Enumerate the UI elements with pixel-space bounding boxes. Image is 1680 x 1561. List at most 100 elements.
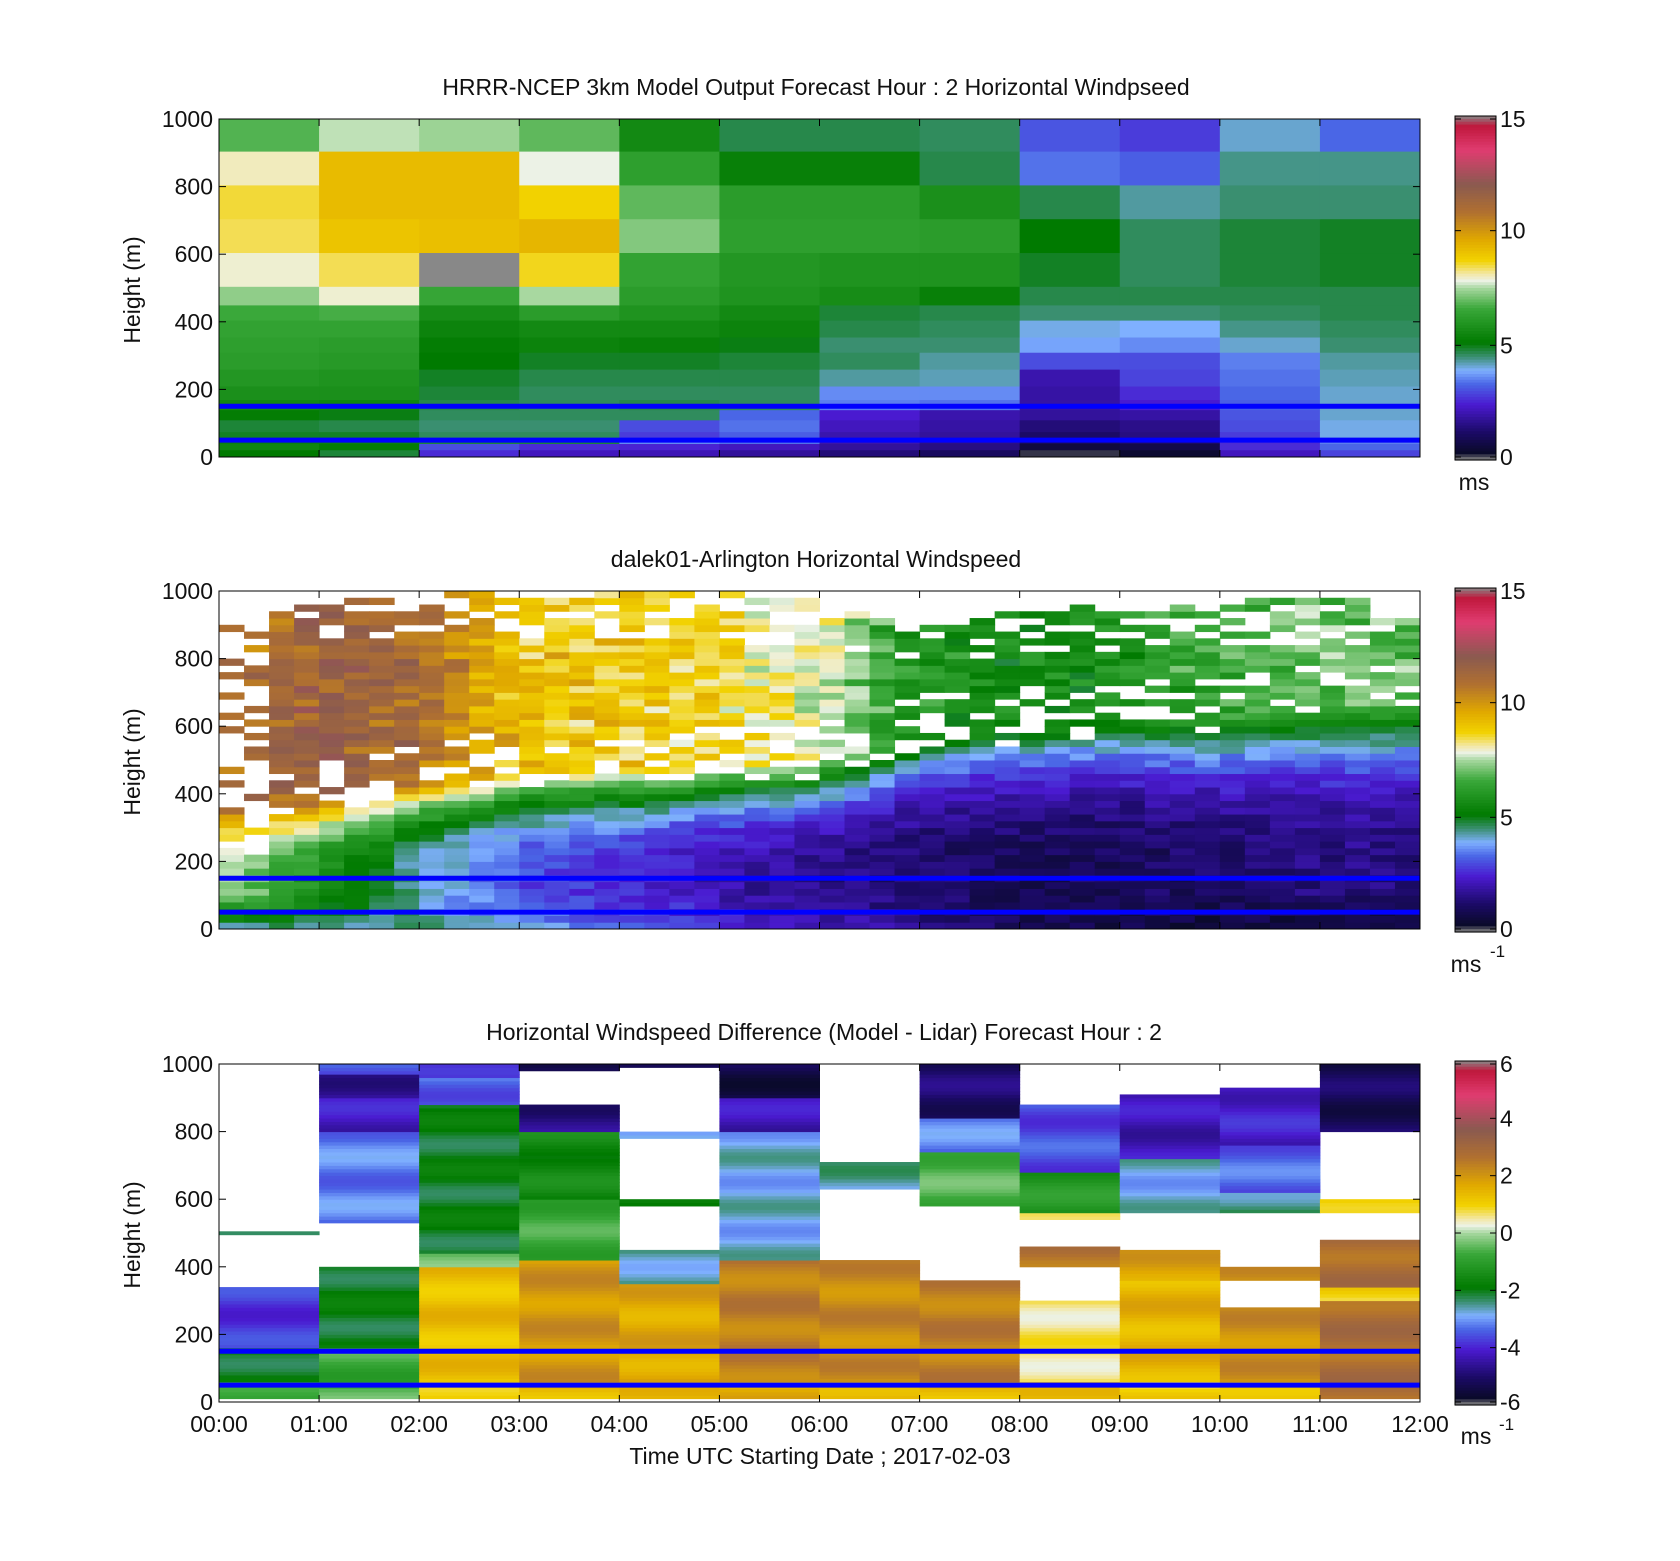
colorbar-swatch (1455, 800, 1496, 804)
heatmap-cell (844, 685, 871, 693)
colorbar-swatch (1455, 665, 1496, 669)
heatmap-cell (1219, 286, 1321, 306)
heatmap-cell (1144, 645, 1171, 653)
y-tick-label: 1000 (162, 106, 213, 132)
heatmap-cell (519, 1378, 620, 1383)
heatmap-cell (919, 881, 946, 889)
heatmap-cell (519, 1107, 620, 1112)
heatmap-cell (1044, 760, 1071, 768)
heatmap-cell (519, 1121, 620, 1126)
heatmap-cell (1044, 773, 1071, 781)
heatmap-cell (269, 705, 295, 714)
heatmap-cell (844, 712, 871, 720)
heatmap-cell (319, 1104, 420, 1109)
heatmap-cell (1019, 1195, 1121, 1200)
colorbar-swatch (1455, 1095, 1496, 1099)
heatmap-cell (1244, 834, 1271, 842)
heatmap-cell (1294, 631, 1321, 639)
heatmap-cell (994, 705, 1021, 714)
heatmap-cell (1219, 1104, 1321, 1109)
heatmap-cell (319, 1091, 420, 1095)
colorbar-swatch (1455, 794, 1496, 798)
heatmap-cell (644, 827, 670, 835)
heatmap-cell (944, 814, 971, 822)
heatmap-cell (594, 814, 620, 822)
heatmap-cell (1269, 611, 1296, 619)
model-marker-lines (219, 403, 1420, 443)
heatmap-cell (719, 1074, 820, 1079)
heatmap-cell (419, 369, 520, 387)
heatmap-cell (819, 1290, 921, 1295)
heatmap-cell (394, 658, 420, 666)
heatmap-cell (1319, 895, 1346, 903)
heatmap-cell (1144, 685, 1171, 693)
heatmap-cell (644, 793, 670, 802)
heatmap-cell (1144, 834, 1171, 842)
heatmap-cell (544, 597, 570, 606)
colorbar-swatch (1455, 457, 1496, 461)
heatmap-cell (269, 861, 295, 869)
heatmap-cell (1119, 409, 1221, 421)
heatmap-cell (1219, 1388, 1321, 1393)
heatmap-cell (1219, 1358, 1321, 1362)
colorbar-swatch (1455, 1382, 1496, 1386)
heatmap-cell (1194, 888, 1221, 896)
heatmap-cell (319, 218, 420, 254)
heatmap-cell (519, 1341, 620, 1346)
heatmap-cell (1044, 739, 1071, 747)
y-tick-label: 800 (175, 646, 213, 672)
heatmap-cell (269, 827, 295, 835)
heatmap-cell (1319, 1331, 1421, 1335)
heatmap-cell (1319, 868, 1346, 876)
heatmap-cell (819, 184, 921, 220)
heatmap-cell (594, 901, 620, 910)
heatmap-cell (444, 746, 470, 754)
heatmap-cell (794, 604, 820, 612)
heatmap-cell (569, 820, 595, 829)
heatmap-cell (769, 881, 795, 889)
heatmap-cell (869, 658, 896, 666)
colorbar-swatch (1455, 325, 1496, 329)
heatmap-cell (1394, 760, 1421, 768)
heatmap-cell (319, 1341, 420, 1346)
heatmap-cell (1219, 868, 1246, 876)
heatmap-cell (394, 645, 420, 653)
heatmap-cell (769, 719, 795, 727)
heatmap-cell (294, 780, 320, 788)
heatmap-cell (1119, 1205, 1221, 1210)
heatmap-cell (1044, 787, 1071, 795)
heatmap-cell (1269, 651, 1296, 660)
heatmap-cell (569, 854, 595, 862)
heatmap-cell (419, 1253, 520, 1258)
heatmap-cell (969, 658, 996, 666)
heatmap-cell (1119, 1300, 1221, 1305)
heatmap-cell (569, 793, 595, 802)
heatmap-cell (319, 119, 420, 152)
heatmap-cell (794, 672, 820, 680)
heatmap-cell (1394, 672, 1421, 680)
heatmap-cell (1319, 1310, 1421, 1315)
heatmap-cell (694, 854, 720, 862)
heatmap-cell (1119, 1337, 1221, 1342)
heatmap-cell (344, 773, 370, 781)
heatmap-cell (1219, 1168, 1321, 1173)
heatmap-cell (519, 638, 545, 646)
heatmap-cell (1019, 793, 1046, 802)
heatmap-cell (644, 726, 670, 734)
heatmap-cell (1019, 286, 1121, 306)
heatmap-cell (719, 645, 745, 653)
heatmap-cell (619, 1260, 720, 1264)
heatmap-cell (669, 922, 695, 930)
heatmap-cell (969, 780, 996, 788)
heatmap-cell (1044, 766, 1071, 775)
heatmap-cell (419, 1233, 520, 1237)
colorbar-swatch (1455, 1324, 1496, 1329)
heatmap-cell (869, 868, 896, 876)
heatmap-cell (494, 658, 520, 666)
heatmap-cell (319, 1202, 420, 1207)
heatmap-cell (1319, 1101, 1421, 1106)
heatmap-cell (1219, 651, 1246, 660)
colorbar-swatch (1455, 774, 1496, 778)
heatmap-cell (419, 1158, 520, 1163)
heatmap-cell (719, 1334, 820, 1339)
